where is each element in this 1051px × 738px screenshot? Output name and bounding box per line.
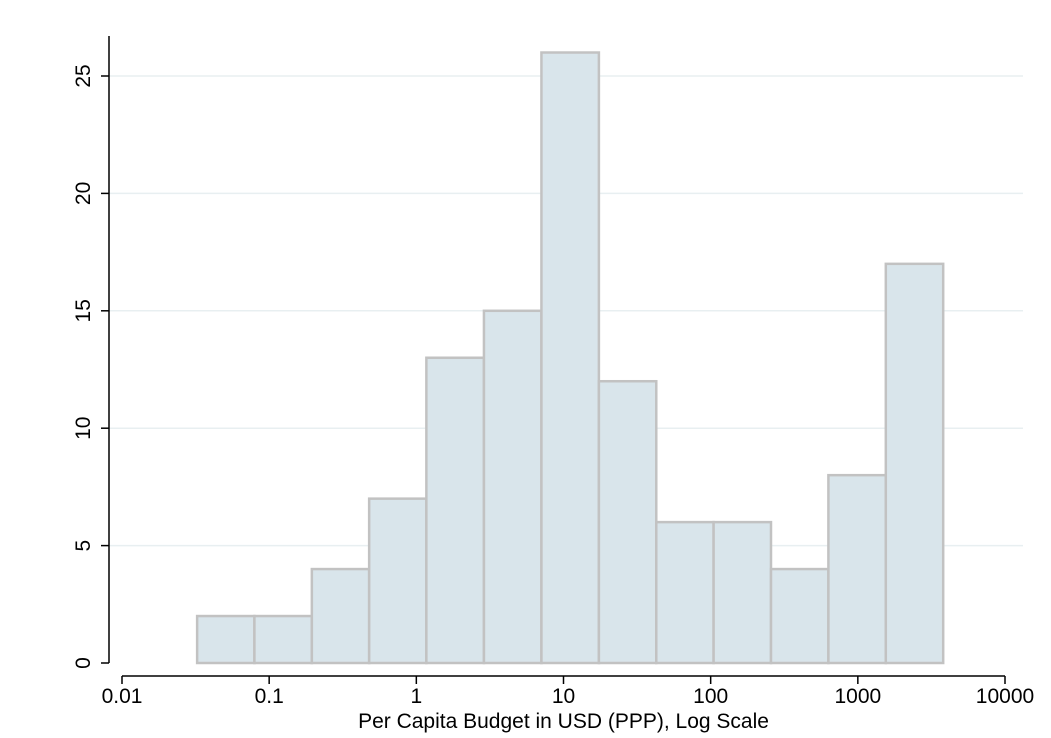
x-tick-label: 10000 xyxy=(976,685,1034,708)
x-axis-ticks: 0.01 0.1 1 10 100 1000 10000 xyxy=(102,676,1034,708)
histogram-bar xyxy=(769,567,830,665)
histogram-bar xyxy=(195,614,256,665)
x-axis-title: Per Capita Budget in USD (PPP), Log Scal… xyxy=(358,710,769,733)
x-tick-label: 0.01 xyxy=(102,685,143,708)
histogram-bar xyxy=(597,379,658,665)
y-tick-label: 20 xyxy=(72,182,95,205)
histogram-bar xyxy=(827,473,888,665)
histogram-bar xyxy=(310,567,371,665)
histogram-bar xyxy=(425,356,486,665)
y-tick-label: 10 xyxy=(72,417,95,440)
y-tick-label: 0 xyxy=(72,657,95,669)
x-tick-label: 100 xyxy=(693,685,728,708)
histogram-bar xyxy=(367,497,428,665)
y-tick-label: 5 xyxy=(72,540,95,552)
y-axis-ticks: 0 5 10 15 20 25 xyxy=(72,64,109,669)
histogram-bars xyxy=(195,51,945,665)
x-tick-label: 1000 xyxy=(834,685,881,708)
x-tick-label: 10 xyxy=(552,685,575,708)
histogram-bar xyxy=(253,614,314,665)
histogram-bar xyxy=(884,262,945,665)
histogram-bar xyxy=(655,520,715,665)
y-tick-label: 25 xyxy=(72,64,95,87)
x-tick-label: 0.1 xyxy=(255,685,284,708)
histogram-bar xyxy=(482,309,543,665)
histogram-bar xyxy=(540,51,601,665)
y-tick-label: 15 xyxy=(72,299,95,322)
x-tick-label: 1 xyxy=(410,685,422,708)
histogram-bar xyxy=(712,520,773,665)
